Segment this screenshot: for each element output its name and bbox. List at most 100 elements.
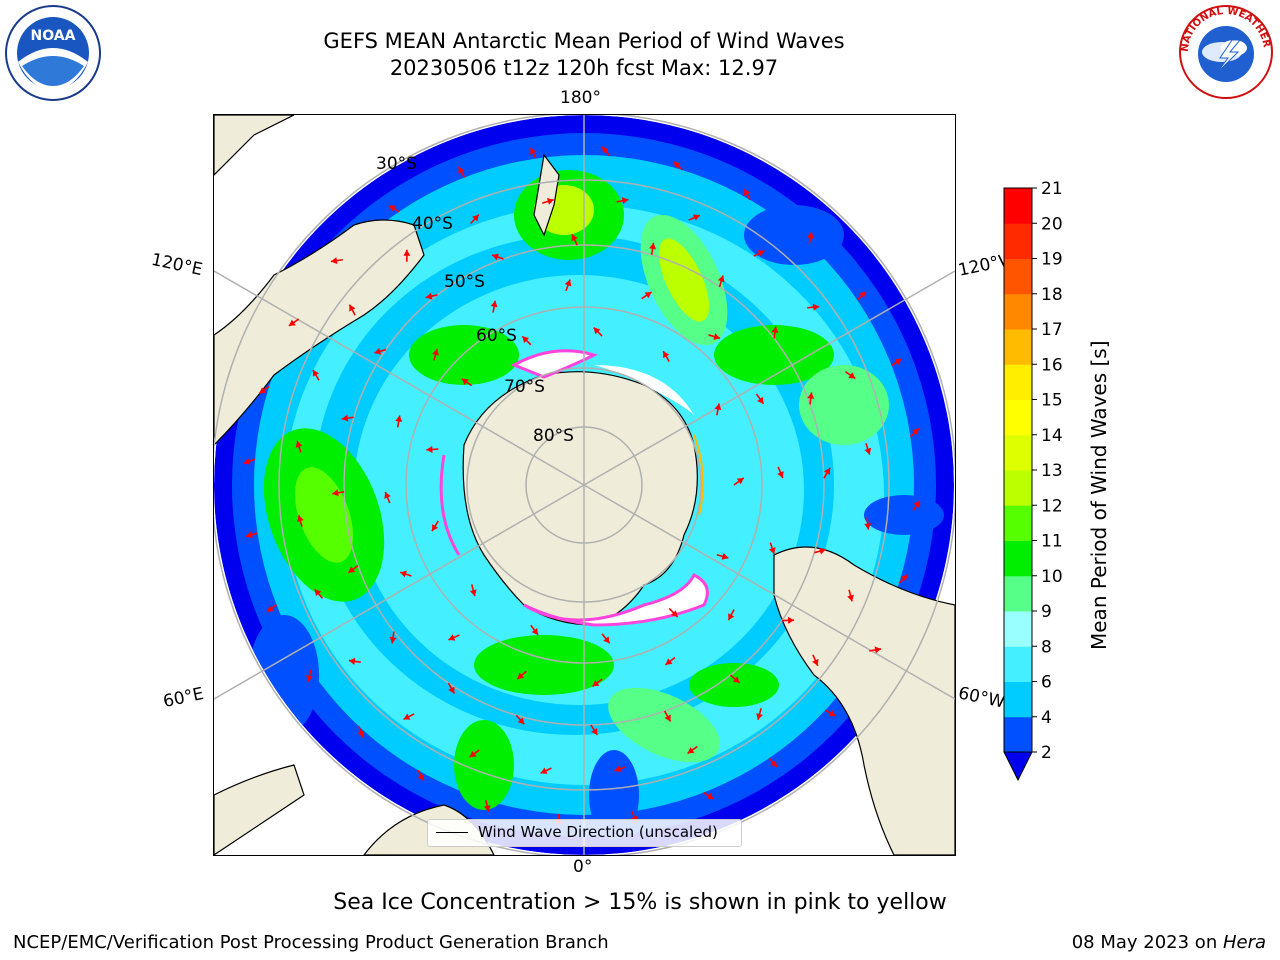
wind-wave-arrowhead <box>314 589 322 597</box>
wind-wave-arrowhead <box>389 636 397 644</box>
wind-wave-arrowhead <box>531 627 539 635</box>
wind-wave-arrowhead <box>771 326 779 334</box>
wind-wave-arrowhead <box>458 166 465 174</box>
wind-wave-arrowhead <box>400 570 407 578</box>
latitude-labels: 30°S 40°S 50°S 60°S 70°S 80°S <box>376 154 574 446</box>
colorbar-tick-label: 10 <box>1041 567 1063 587</box>
footer-date-text: 08 May 2023 on <box>1071 932 1223 953</box>
wind-wave-arrowhead <box>706 792 714 800</box>
wind-wave-arrowhead <box>664 714 671 722</box>
legend-line-symbol <box>436 832 468 833</box>
colorbar-segment <box>1004 223 1032 259</box>
wind-wave-arrowhead <box>807 392 815 399</box>
colorbar-tick-label: 20 <box>1041 214 1063 234</box>
wind-wave-arrowhead <box>426 445 433 453</box>
wind-wave-arrowhead <box>687 747 695 754</box>
wind-wave-arrowhead <box>593 327 601 335</box>
lat-label-60s: 60°S <box>476 326 517 346</box>
lat-label-70s: 70°S <box>504 377 545 397</box>
colorbar-tick-label: 16 <box>1041 355 1063 375</box>
sea-ice <box>439 349 709 627</box>
land-masses <box>214 115 955 855</box>
legend-label: Wind Wave Direction (unscaled) <box>478 823 718 841</box>
wind-wave-arrowhead <box>492 253 499 261</box>
wind-wave-arrowhead <box>395 415 403 423</box>
wind-wave-arrowhead <box>770 760 778 768</box>
wind-wave-arrowhead <box>288 319 296 326</box>
polar-map: 30°S 40°S 50°S 60°S 70°S 80°S <box>213 114 956 856</box>
wind-wave-arrowhead <box>540 767 548 774</box>
colorbar-segment <box>1004 681 1032 718</box>
wind-wave-arrowhead <box>357 730 365 738</box>
wind-wave-arrowhead <box>894 358 902 366</box>
nws-logo: NATIONAL WEATHER SERVICE <box>1176 2 1273 99</box>
wind-wave-arrowhead <box>757 396 764 404</box>
wind-wave-arrowhead <box>732 676 740 683</box>
wind-wave-arrowhead <box>388 205 396 212</box>
colorbar-tick-label: 8 <box>1041 637 1052 657</box>
colorbar-tick-label: 21 <box>1041 180 1063 199</box>
wind-wave-arrowhead <box>490 300 498 308</box>
colorbar-tick-label: 13 <box>1041 461 1063 481</box>
sea-ice-note: Sea Ice Concentration > 15% is shown in … <box>333 890 947 915</box>
colorbar-tick-label: 19 <box>1041 250 1063 270</box>
colorbar-segment <box>1004 434 1032 471</box>
wind-wave-arrowhead <box>469 750 477 758</box>
wind-wave-arrowhead <box>330 257 338 265</box>
wind-wave-arrowhead <box>900 574 908 582</box>
colorbar-segment <box>1004 188 1032 224</box>
wind-wave-arrowhead <box>859 291 866 299</box>
colorbar-segment <box>1004 646 1032 682</box>
colorbar-segment <box>1004 575 1032 612</box>
colorbar-segment <box>1004 399 1032 436</box>
wind-wave-arrowhead <box>864 447 872 455</box>
wind-wave-arrowhead <box>517 672 525 680</box>
wind-wave-arrowhead <box>448 686 455 694</box>
wind-wave-arrowhead <box>819 547 826 555</box>
wind-wave-arrowhead <box>483 804 491 812</box>
wind-wave-arrowhead <box>812 658 819 666</box>
colorbar-tick-label: 15 <box>1041 391 1063 411</box>
wind-wave-arrowhead <box>812 303 820 311</box>
wind-wave-arrowhead <box>665 658 673 665</box>
colorbar-segment <box>1004 716 1032 753</box>
lat-label-80s: 80°S <box>533 426 574 446</box>
colorbar-tick-label: 17 <box>1041 320 1063 340</box>
footer-credit: NCEP/EMC/Verification Post Processing Pr… <box>13 932 609 953</box>
wind-wave-arrowhead <box>806 232 814 239</box>
wind-wave-arrowhead <box>714 403 722 411</box>
wind-wave-arrowhead <box>728 613 735 621</box>
wind-wave-arrowhead <box>603 636 610 644</box>
wind-wave-arrowhead <box>374 347 382 355</box>
wind-wave-arrowhead <box>332 489 339 497</box>
wind-wave-arrowhead <box>644 291 652 299</box>
wind-wave-arrowhead <box>571 234 578 242</box>
lon-label-120e: 120°E <box>149 249 205 281</box>
wind-wave-arrowhead <box>717 275 725 283</box>
colorbar-under-extension <box>1003 751 1033 782</box>
noaa-logo: NOAA <box>5 5 101 101</box>
map-legend: Wind Wave Direction (unscaled) <box>427 819 742 847</box>
wind-wave-arrowhead <box>297 515 304 523</box>
graticule <box>214 115 955 855</box>
wind-wave-arrowhead <box>787 616 795 624</box>
colorbar: 2 4 6 8 9 10 11 12 13 14 15 16 17 18 19 20 21 Mean Perio… <box>1003 180 1111 782</box>
wind-wave-arrowhead <box>312 369 319 377</box>
colorbar-tick-label: 9 <box>1041 602 1052 622</box>
wind-wave-arrowhead <box>384 491 391 499</box>
wind-wave-arrowhead <box>692 214 700 221</box>
wind-wave-arrowhead <box>757 250 765 257</box>
colorbar-tick-label: 11 <box>1041 532 1063 552</box>
wind-wave-arrowhead <box>431 524 439 532</box>
colorbar-segment <box>1004 470 1032 506</box>
lon-label-0: 0° <box>573 857 593 877</box>
wind-wave-arrowhead <box>403 249 411 256</box>
wind-wave-arrowhead <box>245 531 253 539</box>
wind-wave-arrowhead <box>670 610 678 617</box>
wind-wave-arrowhead <box>823 467 831 475</box>
footer-host: Hera <box>1222 932 1266 953</box>
wind-wave-arrowhead <box>756 713 763 720</box>
wind-wave-arrowhead <box>602 146 609 154</box>
colorbar-segment <box>1004 329 1032 365</box>
wind-wave-arrowhead <box>663 351 670 359</box>
